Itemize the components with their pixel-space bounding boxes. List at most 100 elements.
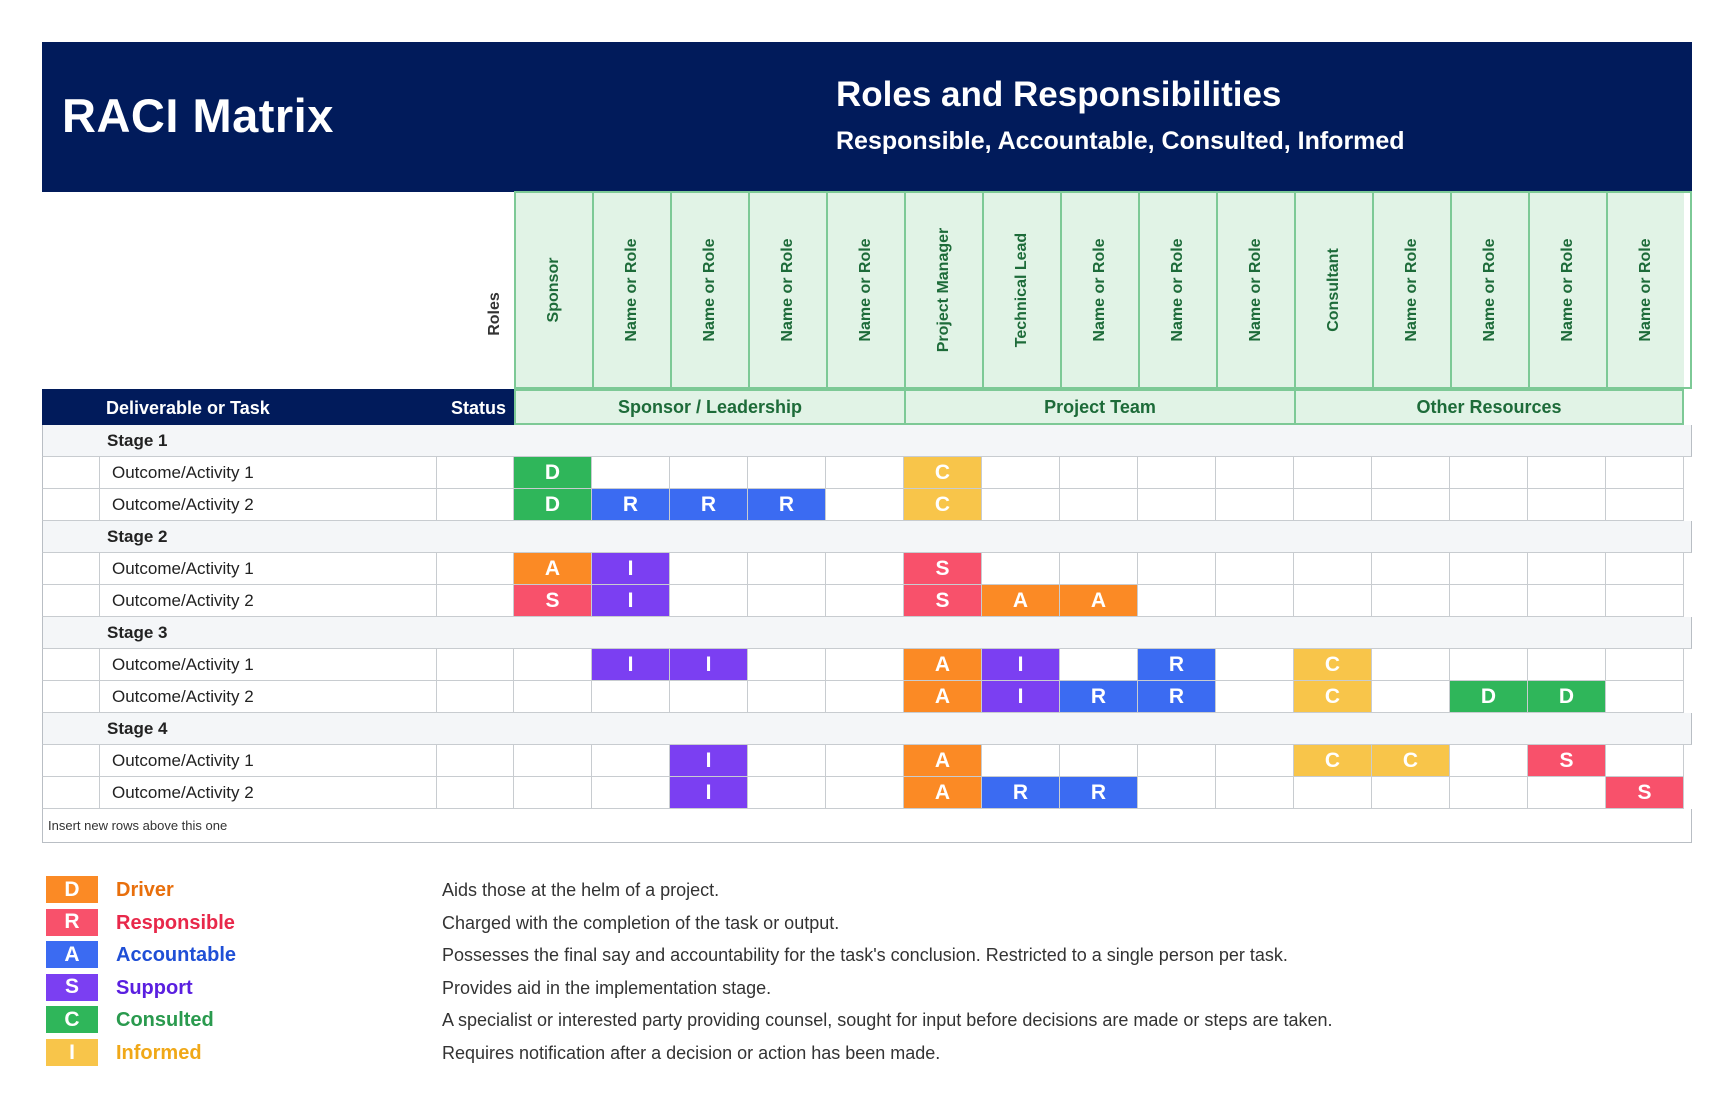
raci-cell[interactable] [1294,777,1372,809]
raci-cell[interactable]: D [1450,681,1528,713]
raci-cell[interactable]: I [592,553,670,585]
row-index-cell[interactable] [42,585,100,617]
raci-cell[interactable]: R [1060,681,1138,713]
raci-cell[interactable] [1606,649,1684,681]
raci-cell[interactable]: C [1294,745,1372,777]
raci-cell[interactable] [514,649,592,681]
raci-cell[interactable] [1528,585,1606,617]
raci-cell[interactable]: C [1294,681,1372,713]
status-cell[interactable] [437,649,514,681]
raci-cell[interactable] [670,585,748,617]
raci-cell[interactable] [982,745,1060,777]
raci-cell[interactable] [670,553,748,585]
raci-cell[interactable] [1060,649,1138,681]
role-header-1[interactable]: Sponsor [514,191,592,389]
raci-cell[interactable] [670,457,748,489]
raci-cell[interactable]: R [1060,777,1138,809]
activity-label-cell[interactable]: Outcome/Activity 1 [100,457,437,489]
raci-cell[interactable] [982,457,1060,489]
raci-cell[interactable]: I [670,777,748,809]
role-header-4[interactable]: Name or Role [748,191,826,389]
raci-cell[interactable] [826,585,904,617]
raci-cell[interactable] [1216,457,1294,489]
raci-cell[interactable]: S [904,553,982,585]
raci-cell[interactable] [1216,585,1294,617]
raci-cell[interactable] [1060,489,1138,521]
raci-cell[interactable] [1138,777,1216,809]
row-index-cell[interactable] [42,681,100,713]
raci-cell[interactable]: I [982,649,1060,681]
role-header-13[interactable]: Name or Role [1450,191,1528,389]
raci-cell[interactable] [1528,553,1606,585]
raci-cell[interactable] [1528,777,1606,809]
raci-cell[interactable] [1372,585,1450,617]
raci-cell[interactable] [1450,745,1528,777]
raci-cell[interactable] [748,681,826,713]
raci-cell[interactable] [826,681,904,713]
raci-cell[interactable] [1450,777,1528,809]
role-header-12[interactable]: Name or Role [1372,191,1450,389]
raci-cell[interactable] [592,681,670,713]
raci-cell[interactable] [1528,489,1606,521]
raci-cell[interactable] [1606,745,1684,777]
raci-cell[interactable]: D [514,457,592,489]
raci-cell[interactable]: C [904,489,982,521]
row-index-cell[interactable] [42,777,100,809]
raci-cell[interactable] [1138,457,1216,489]
raci-cell[interactable] [1138,489,1216,521]
raci-cell[interactable] [748,585,826,617]
raci-cell[interactable] [1528,457,1606,489]
role-header-15[interactable]: Name or Role [1606,191,1684,389]
raci-cell[interactable] [514,745,592,777]
raci-cell[interactable] [1138,553,1216,585]
raci-cell[interactable]: R [1138,649,1216,681]
raci-cell[interactable] [1450,649,1528,681]
activity-label-cell[interactable]: Outcome/Activity 2 [100,777,437,809]
raci-cell[interactable] [1450,489,1528,521]
raci-cell[interactable] [748,745,826,777]
row-index-cell[interactable] [42,745,100,777]
raci-cell[interactable] [1372,553,1450,585]
role-header-8[interactable]: Name or Role [1060,191,1138,389]
stage-row[interactable]: Stage 1 [42,425,1692,457]
raci-cell[interactable]: A [904,649,982,681]
raci-cell[interactable] [826,553,904,585]
raci-cell[interactable] [1528,649,1606,681]
raci-cell[interactable]: I [982,681,1060,713]
raci-cell[interactable]: I [670,745,748,777]
status-cell[interactable] [437,777,514,809]
row-index-cell[interactable] [42,457,100,489]
raci-cell[interactable]: S [904,585,982,617]
raci-cell[interactable] [748,649,826,681]
raci-cell[interactable] [1372,681,1450,713]
raci-cell[interactable] [1216,489,1294,521]
raci-cell[interactable] [514,777,592,809]
raci-cell[interactable] [1138,585,1216,617]
raci-cell[interactable]: R [670,489,748,521]
raci-cell[interactable] [982,489,1060,521]
role-header-3[interactable]: Name or Role [670,191,748,389]
raci-cell[interactable] [1060,553,1138,585]
status-cell[interactable] [437,681,514,713]
raci-cell[interactable] [1138,745,1216,777]
raci-cell[interactable] [592,777,670,809]
row-index-cell[interactable] [42,649,100,681]
raci-cell[interactable]: I [592,585,670,617]
raci-cell[interactable]: C [904,457,982,489]
raci-cell[interactable] [826,777,904,809]
raci-cell[interactable] [592,457,670,489]
raci-cell[interactable] [748,457,826,489]
raci-cell[interactable]: A [904,681,982,713]
raci-cell[interactable] [826,489,904,521]
raci-cell[interactable]: R [982,777,1060,809]
raci-cell[interactable]: D [1528,681,1606,713]
stage-row[interactable]: Stage 4 [42,713,1692,745]
raci-cell[interactable] [1216,553,1294,585]
role-header-9[interactable]: Name or Role [1138,191,1216,389]
raci-cell[interactable] [1216,745,1294,777]
role-header-2[interactable]: Name or Role [592,191,670,389]
raci-cell[interactable]: S [1606,777,1684,809]
raci-cell[interactable] [1372,457,1450,489]
activity-label-cell[interactable]: Outcome/Activity 2 [100,681,437,713]
role-header-7[interactable]: Technical Lead [982,191,1060,389]
